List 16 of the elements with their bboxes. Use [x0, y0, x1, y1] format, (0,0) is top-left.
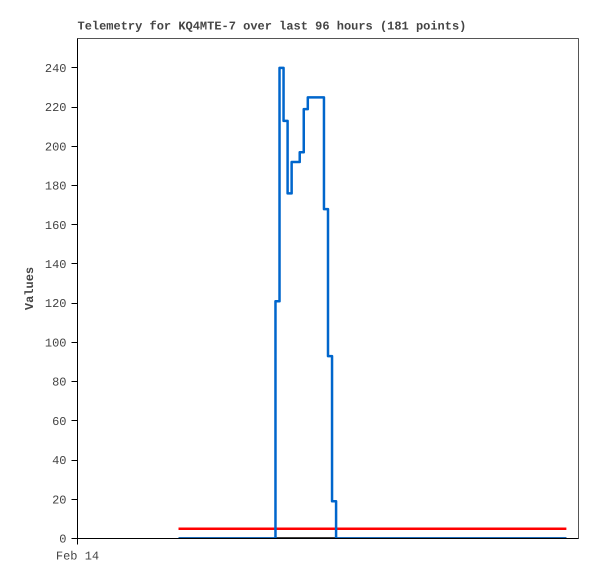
y-tick-label: 100 — [44, 336, 67, 350]
y-tick-label: 180 — [44, 180, 67, 194]
y-axis-title: Values — [22, 266, 37, 310]
y-tick-label: 220 — [44, 101, 67, 116]
y-tick-label: 40 — [52, 454, 67, 468]
y-tick-label: 60 — [52, 414, 67, 429]
y-tick-label: 140 — [44, 258, 67, 272]
x-tick-label: Feb 14 — [56, 550, 100, 564]
y-tick-label: 120 — [44, 297, 67, 312]
y-tick-label: 160 — [44, 218, 67, 233]
chart-title: Telemetry for KQ4MTE-7 over last 96 hours (181 points) — [78, 20, 466, 34]
y-tick-label: 200 — [44, 140, 67, 154]
y-tick-label: 80 — [52, 376, 67, 390]
y-tick-label: 0 — [59, 532, 66, 546]
y-tick-label: 240 — [44, 62, 67, 76]
y-tick-label: 20 — [52, 493, 67, 508]
